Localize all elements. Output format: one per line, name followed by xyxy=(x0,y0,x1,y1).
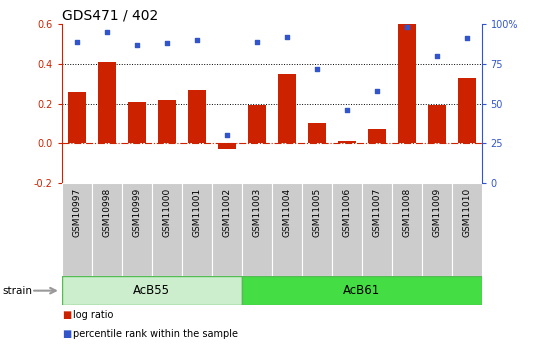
Text: GDS471 / 402: GDS471 / 402 xyxy=(62,9,158,23)
Text: GSM11007: GSM11007 xyxy=(372,188,381,237)
Text: strain: strain xyxy=(3,286,33,296)
Bar xyxy=(92,183,122,276)
Text: GSM10997: GSM10997 xyxy=(72,188,81,237)
Bar xyxy=(331,183,362,276)
Bar xyxy=(158,99,176,143)
Bar xyxy=(218,143,236,149)
Point xyxy=(402,24,411,30)
Bar xyxy=(152,183,182,276)
Bar xyxy=(302,183,331,276)
Bar xyxy=(122,183,152,276)
Bar xyxy=(62,276,242,305)
Text: percentile rank within the sample: percentile rank within the sample xyxy=(73,328,238,338)
Point xyxy=(342,107,351,112)
Text: GSM11005: GSM11005 xyxy=(312,188,321,237)
Point xyxy=(282,34,291,40)
Point xyxy=(252,39,261,45)
Bar xyxy=(422,183,451,276)
Text: GSM11010: GSM11010 xyxy=(462,188,471,237)
Point xyxy=(162,40,171,46)
Point xyxy=(103,29,111,35)
Bar xyxy=(451,183,482,276)
Text: GSM10999: GSM10999 xyxy=(132,188,141,237)
Bar xyxy=(272,183,302,276)
Bar xyxy=(182,183,212,276)
Bar xyxy=(242,183,272,276)
Text: GSM11002: GSM11002 xyxy=(222,188,231,237)
Text: AcB55: AcB55 xyxy=(133,284,171,297)
Bar xyxy=(338,141,356,143)
Text: GSM11009: GSM11009 xyxy=(432,188,441,237)
Text: log ratio: log ratio xyxy=(73,310,113,321)
Bar xyxy=(367,129,386,143)
Text: GSM11003: GSM11003 xyxy=(252,188,261,237)
Bar xyxy=(398,24,415,143)
Bar xyxy=(188,90,206,143)
Text: ■: ■ xyxy=(62,328,71,338)
Point xyxy=(462,36,471,41)
Bar xyxy=(392,183,422,276)
Text: GSM11004: GSM11004 xyxy=(282,188,291,237)
Text: GSM11008: GSM11008 xyxy=(402,188,411,237)
Bar xyxy=(308,124,325,143)
Point xyxy=(372,88,381,93)
Text: GSM11001: GSM11001 xyxy=(192,188,201,237)
Point xyxy=(432,53,441,59)
Bar xyxy=(278,74,296,143)
Point xyxy=(222,132,231,138)
Bar xyxy=(247,106,266,143)
Bar xyxy=(62,183,92,276)
Bar xyxy=(212,183,242,276)
Point xyxy=(132,42,141,48)
Bar xyxy=(98,62,116,143)
Bar xyxy=(128,101,146,143)
Bar xyxy=(362,183,392,276)
Point xyxy=(193,37,201,43)
Text: GSM11000: GSM11000 xyxy=(162,188,171,237)
Text: GSM11006: GSM11006 xyxy=(342,188,351,237)
Point xyxy=(73,39,81,45)
Point xyxy=(313,66,321,71)
Bar xyxy=(68,91,86,143)
Text: ■: ■ xyxy=(62,310,71,321)
Bar xyxy=(428,106,445,143)
Text: GSM10998: GSM10998 xyxy=(102,188,111,237)
Bar xyxy=(242,276,482,305)
Bar xyxy=(457,78,476,143)
Text: AcB61: AcB61 xyxy=(343,284,380,297)
